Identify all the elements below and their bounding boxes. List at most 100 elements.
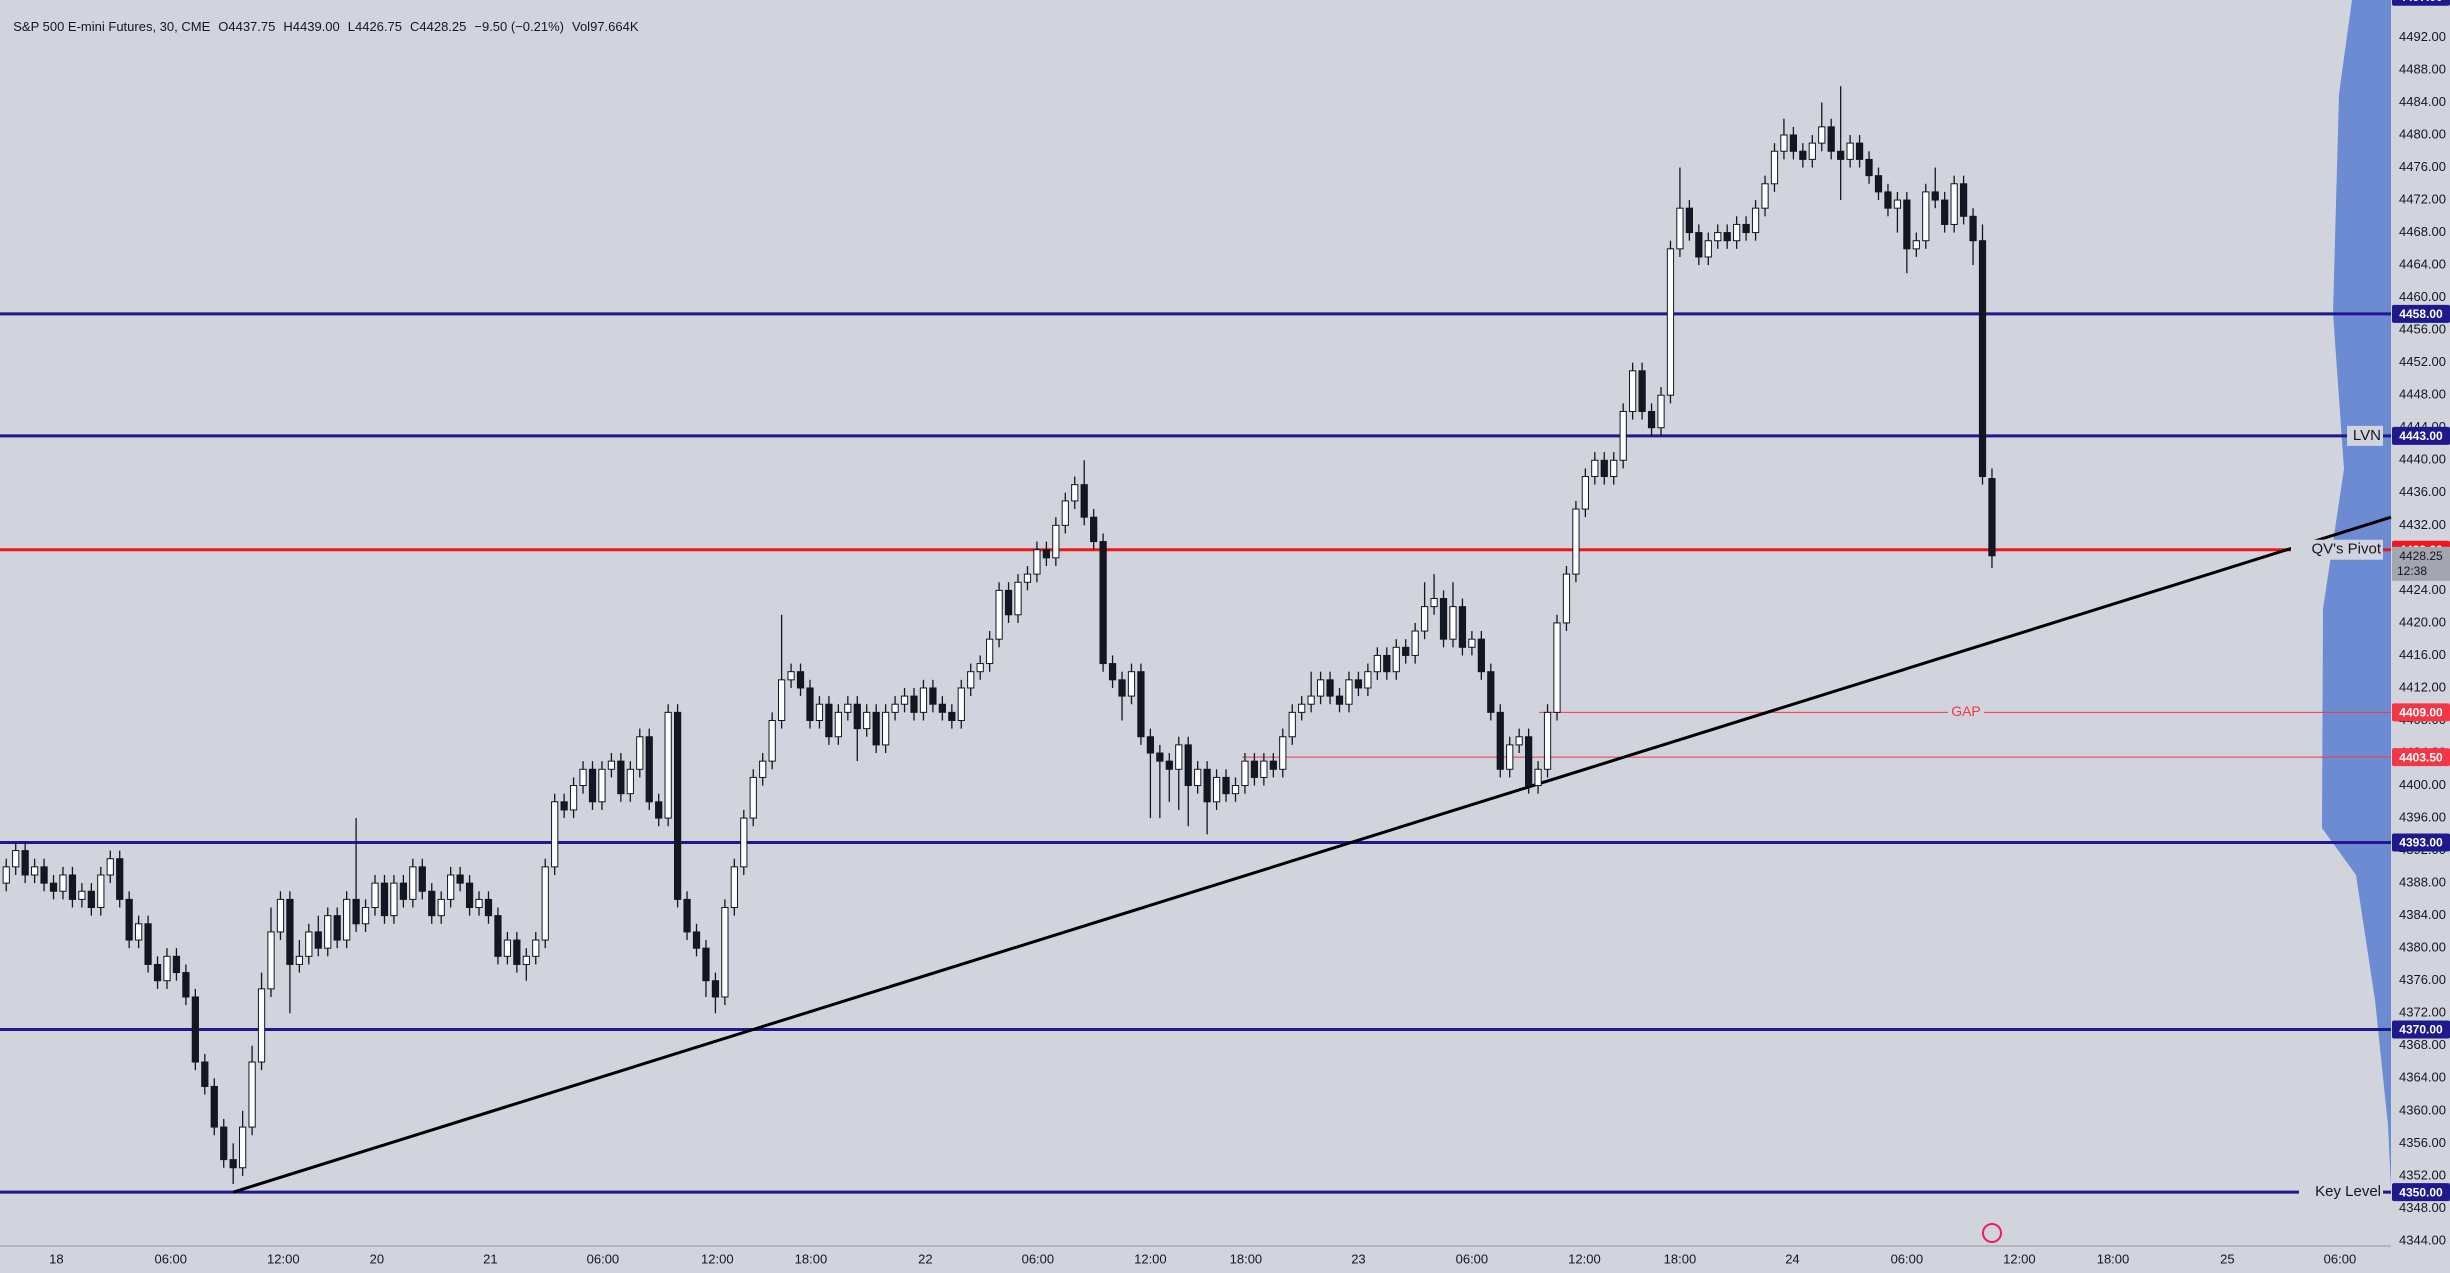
candle-body [900,695,909,705]
candle-body [891,703,899,713]
candle-body [636,736,644,770]
y-tick-label: 4360.00 [2399,1102,2446,1117]
candle-body [1118,679,1126,697]
x-tick-label: 06:00 [1456,1251,1489,1266]
candle-body [352,898,360,925]
candle-body [97,874,105,909]
gap-label-bg [1948,703,1984,722]
candle-body [40,866,48,884]
candle-body [324,915,332,949]
candle-body [229,1159,237,1169]
candle-body [380,882,389,917]
candle-body [1250,760,1259,778]
x-tick-label: 12:00 [2003,1251,2036,1266]
candle-body [777,679,786,721]
candle-body [872,711,880,746]
y-tick-label: 4384.00 [2399,907,2446,922]
price-label-box [2392,1183,2450,1202]
y-tick-label: 4344.00 [2399,1232,2446,1247]
event-icon[interactable] [1982,1223,2002,1243]
x-tick-label: 18:00 [795,1251,828,1266]
y-tick-label: 4424.00 [2399,582,2446,597]
candle-body [532,939,540,957]
candle-body [475,898,483,909]
candle-body [144,923,152,965]
plot-background [0,0,2391,1245]
candle-body [390,882,398,917]
candle-body [1714,232,1722,242]
candle-body [257,988,266,1063]
x-tick-label: 21 [483,1251,497,1266]
candle-body [1610,459,1618,478]
candle-body [87,890,95,909]
candle-body [135,923,143,941]
candle-body [740,817,748,868]
candle-body [853,703,861,730]
candle-body [305,931,313,957]
candle-body [1449,606,1457,640]
candle-body [1004,589,1013,616]
candle-body [815,703,824,721]
candle-body [1941,199,1949,225]
candle-body [967,671,975,689]
candle-body [1099,541,1107,665]
y-tick-label: 4456.00 [2399,322,2446,337]
candle-body [560,801,568,811]
price-label-box [2392,703,2450,722]
candle-body [333,915,341,941]
candle-body [78,890,86,900]
candle-body [1127,671,1136,697]
candle-body [1799,150,1807,160]
candle-body [1525,736,1533,787]
candle-body [938,703,946,713]
candle-body [503,939,512,957]
candle-body [929,687,937,705]
candle-body [1562,573,1571,624]
low: L4426.75 [347,19,402,34]
price-label: 4458.00 [2399,307,2443,321]
candle-body [1477,638,1485,673]
candle-body [1165,760,1173,770]
candle-body [1619,410,1627,461]
y-tick-label: 4352.00 [2399,1167,2446,1182]
candle-body [1080,484,1088,518]
candle-body [1108,663,1117,681]
level-name-bg [2347,425,2383,446]
candle-body [986,638,994,665]
candle-body [1222,776,1230,795]
candle-body [1666,248,1675,396]
y-tick-label: 4472.00 [2399,191,2446,206]
candle-body [295,955,303,965]
x-tick-label: 18:00 [1664,1251,1697,1266]
candle-body [1959,183,1968,217]
candle-body [116,858,124,900]
candle-body [343,898,351,941]
change: −9.50 (−0.21%) [474,19,564,34]
y-tick-label: 4460.00 [2399,289,2446,304]
candle-body [1600,459,1608,478]
candle-body [1023,573,1032,583]
candle-body [1922,191,1930,242]
candle-body [172,955,181,974]
candle-body [1629,370,1637,412]
candle-body [1156,752,1164,762]
y-tick-label: 4488.00 [2399,61,2446,76]
candle-body [617,760,625,795]
candle-body [12,850,20,868]
candle-body [1288,711,1296,738]
candle-body [1298,703,1306,713]
candle-body [1137,671,1145,738]
candle-body [1203,768,1211,803]
last-price-label: 4428.25 [2399,549,2443,563]
candle-body [1657,394,1665,429]
candle-body [1969,215,1977,242]
candle-body [1978,240,1987,478]
price-label-box [2392,833,2450,852]
y-tick-label: 4468.00 [2399,224,2446,239]
candle-body [1307,695,1315,705]
candle-body [1733,223,1741,242]
candle-body [1903,199,1911,250]
candle-body [1316,679,1325,697]
candle-body [569,785,578,811]
